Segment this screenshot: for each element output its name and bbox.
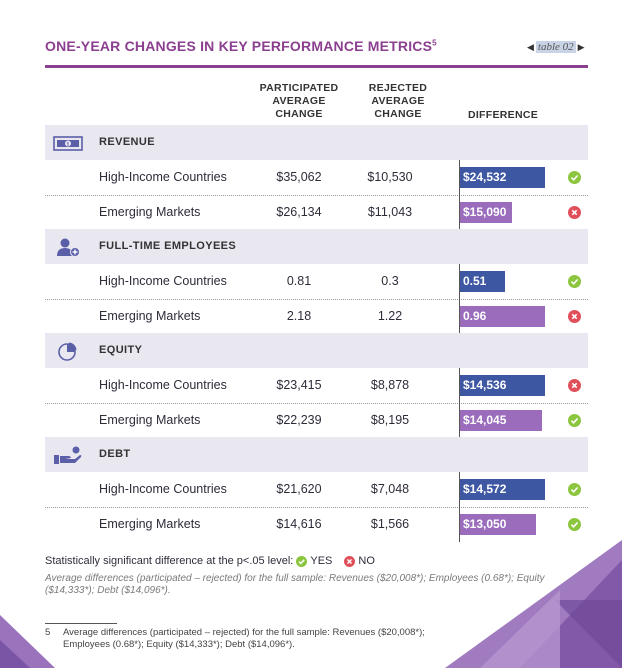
next-arrow-icon[interactable]: ▶ [577,41,585,52]
category-label: FULL-TIME EMPLOYEES [99,240,237,252]
legend-yes: YES [310,555,333,567]
difference-bar: $24,532 [460,167,545,188]
difference-bar: $13,050 [460,514,536,535]
row-label: Emerging Markets [99,309,201,323]
prev-arrow-icon[interactable]: ◀ [527,41,534,52]
legend-text: Statistically significant difference at … [45,555,294,567]
table-reference[interactable]: ◀ table 02 ▶ [527,41,585,53]
table-reference-label: table 02 [535,41,576,53]
check-icon [568,518,581,531]
participated-value: $21,620 [276,482,322,496]
svg-text:$: $ [66,142,69,148]
check-icon [568,414,581,427]
participated-value: 2.18 [286,309,312,323]
participated-value: $26,134 [276,205,322,219]
row-label: Emerging Markets [99,517,201,531]
check-icon [296,555,308,567]
participated-value: $23,415 [276,378,322,392]
rejected-value: $8,878 [370,378,410,392]
category-row-debt: DEBT [45,437,588,472]
table-row: High-Income Countries $23,415 $8,878 $14… [45,368,588,404]
table-row: High-Income Countries 0.81 0.3 0.51 [45,264,588,300]
participated-value: $22,239 [276,413,322,427]
category-label: REVENUE [99,136,155,148]
rejected-value: $11,043 [367,205,413,219]
rejected-value: 0.3 [381,274,399,288]
check-icon [568,275,581,288]
difference-bar: $14,045 [460,410,542,431]
category-row-revenue: $ REVENUE [45,125,588,160]
row-label: High-Income Countries [99,170,227,184]
row-label: High-Income Countries [99,274,227,288]
table-row: High-Income Countries $21,620 $7,048 $14… [45,472,588,508]
money-bill-icon: $ [53,136,83,151]
participated-value: $14,616 [276,517,322,531]
add-person-icon [57,238,80,257]
cross-icon [344,555,356,567]
col-header-rejected: REJECTED AVERAGE CHANGE [368,82,428,120]
rejected-value: 1.22 [377,309,403,323]
row-label: Emerging Markets [99,413,201,427]
title-rule [45,65,588,68]
pie-chart-icon [58,342,77,361]
difference-bar: 0.51 [460,271,505,292]
cross-icon [568,379,581,392]
footnote-number: 5 [45,627,51,638]
hand-coin-icon [54,446,82,464]
row-label: Emerging Markets [99,205,201,219]
rejected-value: $8,195 [370,413,410,427]
legend-no: NO [358,555,375,567]
difference-bar: $14,572 [460,479,545,500]
table-row: Emerging Markets $22,239 $8,195 $14,045 [45,403,588,438]
significance-legend: Statistically significant difference at … [45,555,375,567]
row-label: High-Income Countries [99,378,227,392]
row-label: High-Income Countries [99,482,227,496]
cross-icon [568,206,581,219]
cross-icon [568,310,581,323]
participated-value: 0.81 [286,274,312,288]
col-header-difference: DIFFERENCE [467,109,539,121]
table-row: Emerging Markets $26,134 $11,043 $15,090 [45,195,588,230]
rejected-value: $1,566 [370,517,410,531]
rejected-value: $7,048 [370,482,410,496]
difference-bar: $14,536 [460,375,545,396]
category-row-equity: EQUITY [45,333,588,368]
footnote-text: Average differences (participated – reje… [63,627,425,650]
rejected-value: $10,530 [367,170,413,184]
category-label: DEBT [99,448,131,460]
table-row: Emerging Markets 2.18 1.22 0.96 [45,299,588,334]
difference-bar: 0.96 [460,306,545,327]
category-row-employees: FULL-TIME EMPLOYEES [45,229,588,264]
table-title: ONE-YEAR CHANGES IN KEY PERFORMANCE METR… [45,38,437,54]
check-icon [568,483,581,496]
participated-value: $35,062 [276,170,322,184]
difference-bar: $15,090 [460,202,512,223]
table-row: High-Income Countries $35,062 $10,530 $2… [45,160,588,196]
footnote: 5 Average differences (participated – re… [45,627,465,651]
table-row: Emerging Markets $14,616 $1,566 $13,050 [45,507,588,542]
col-header-participated: PARTICIPATED AVERAGE CHANGE [259,82,339,120]
category-label: EQUITY [99,344,143,356]
check-icon [568,171,581,184]
sample-note: Average differences (participated – reje… [45,573,545,596]
footnote-rule [45,623,117,624]
